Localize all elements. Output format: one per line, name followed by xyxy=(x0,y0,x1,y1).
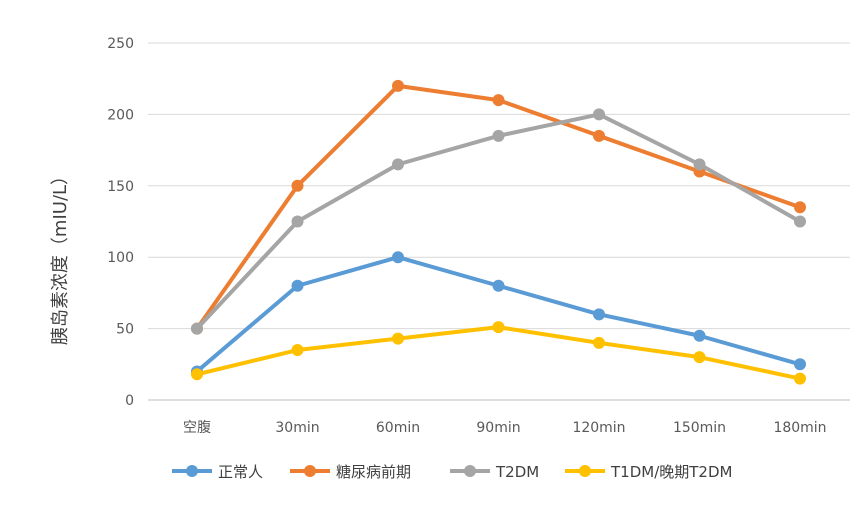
data-point xyxy=(693,158,706,171)
data-point xyxy=(392,251,404,264)
data-point xyxy=(392,332,404,345)
x-tick-label: 150min xyxy=(673,420,726,436)
y-tick-label: 50 xyxy=(116,322,134,338)
legend-marker xyxy=(579,465,591,477)
data-point xyxy=(794,215,806,228)
legend: 正常人 糖尿病前期 T2DM T1DM/晚期T2DM xyxy=(172,463,732,481)
data-point xyxy=(392,158,404,171)
data-point xyxy=(593,129,605,142)
data-point xyxy=(492,94,505,107)
y-tick-label: 250 xyxy=(107,36,134,52)
legend-item: 正常人 xyxy=(172,463,263,481)
data-point xyxy=(291,279,304,292)
data-point xyxy=(693,351,706,364)
y-tick-label: 100 xyxy=(107,250,134,266)
data-point xyxy=(794,372,806,385)
data-point xyxy=(291,179,304,192)
legend-label: 正常人 xyxy=(218,463,263,481)
x-tick-label: 180min xyxy=(773,420,826,436)
series-line xyxy=(195,325,802,381)
data-point xyxy=(593,336,605,349)
series-group xyxy=(191,321,806,385)
legend-marker xyxy=(464,465,476,477)
y-tick-label: 0 xyxy=(125,393,134,409)
x-tick-label: 90min xyxy=(476,420,520,436)
x-tick-labels: 空腹 30min 60min 90min 120min 150min 180min xyxy=(183,419,827,436)
legend-label: T2DM xyxy=(495,463,539,481)
legend-item: T2DM xyxy=(450,463,539,481)
legend-label: T1DM/晚期T2DM xyxy=(610,463,732,481)
y-tick-label: 150 xyxy=(107,179,134,195)
data-point xyxy=(492,129,505,142)
data-point xyxy=(191,368,203,381)
y-axis-label: 胰岛素浓度（mIU/L） xyxy=(50,167,71,345)
data-point xyxy=(693,329,706,342)
x-tick-label: 120min xyxy=(572,420,625,436)
data-point xyxy=(593,308,605,321)
legend-item: T1DM/晚期T2DM xyxy=(565,463,732,481)
data-point xyxy=(291,215,304,228)
series-group xyxy=(191,108,806,335)
series-group xyxy=(191,251,806,378)
y-tick-labels: 0 50 100 150 200 250 xyxy=(107,36,134,409)
data-point xyxy=(191,322,203,335)
data-point xyxy=(492,321,505,334)
data-point xyxy=(291,344,304,357)
data-point xyxy=(492,279,505,292)
data-point xyxy=(794,201,806,214)
data-point xyxy=(794,358,806,371)
x-tick-label: 空腹 xyxy=(183,419,211,436)
legend-marker xyxy=(186,465,198,477)
legend-label: 糖尿病前期 xyxy=(336,463,411,481)
legend-item: 糖尿病前期 xyxy=(290,463,411,481)
x-tick-label: 60min xyxy=(376,420,420,436)
series-lines xyxy=(191,79,806,385)
legend-marker xyxy=(304,465,316,477)
data-point xyxy=(392,79,404,92)
data-point xyxy=(593,108,605,121)
y-tick-label: 200 xyxy=(107,107,134,123)
x-tick-label: 30min xyxy=(275,420,319,436)
